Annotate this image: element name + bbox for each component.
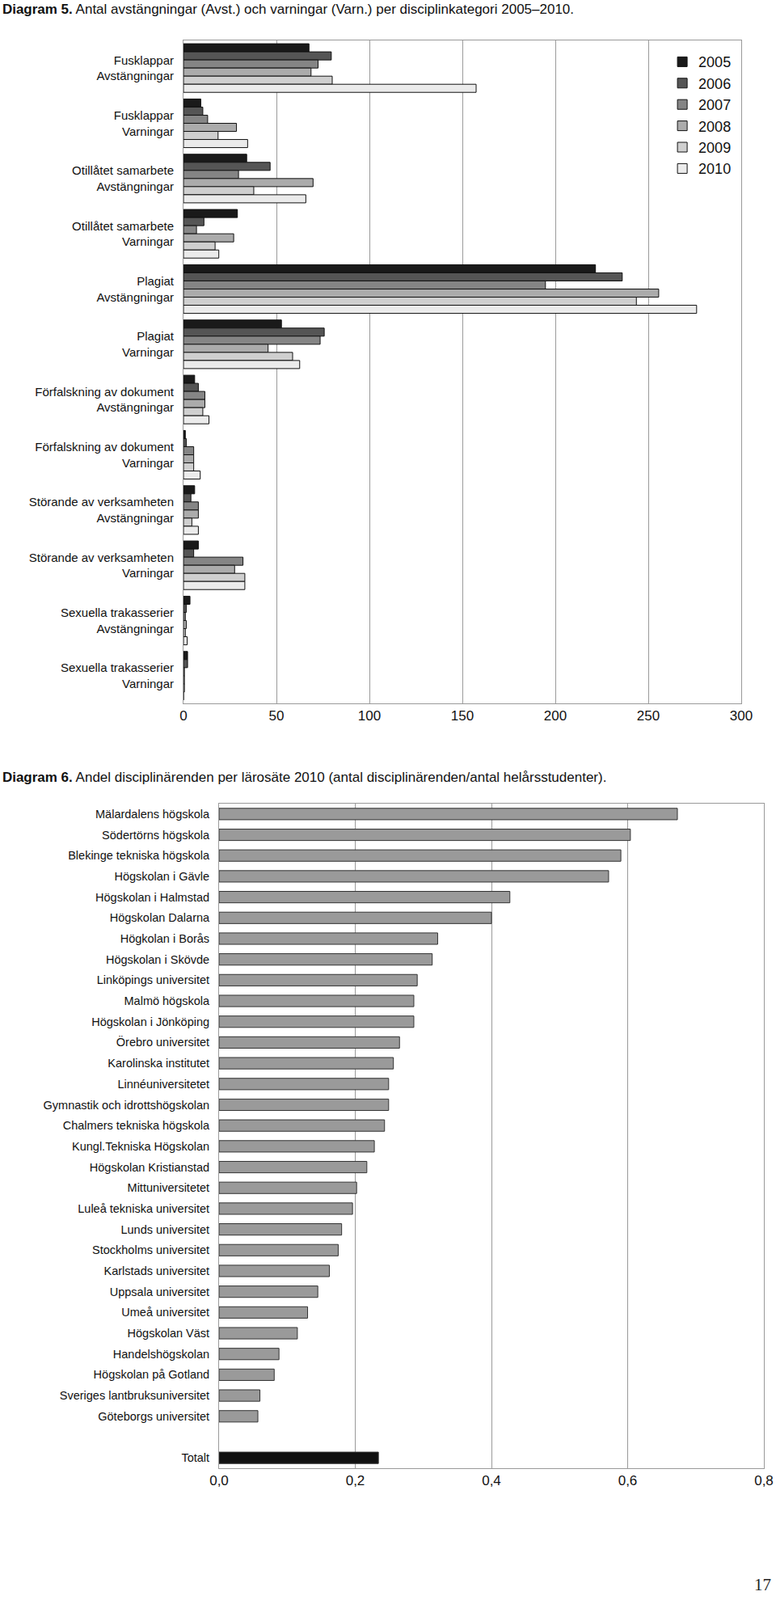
svg-text:Högskolan Kristianstad: Högskolan Kristianstad [89, 1160, 210, 1174]
svg-text:Karolinska institutet: Karolinska institutet [107, 1056, 210, 1070]
svg-text:Luleå tekniska universitet: Luleå tekniska universitet [77, 1201, 210, 1215]
svg-text:Linnéuniversitetet: Linnéuniversitetet [117, 1077, 210, 1091]
svg-text:0,2: 0,2 [345, 1472, 366, 1489]
svg-text:Sexuella trakasserierAvstängni: Sexuella trakasserierAvstängningar [60, 605, 174, 636]
svg-text:2005: 2005 [698, 54, 731, 71]
svg-text:Totalt: Totalt [181, 1450, 210, 1464]
svg-text:Gymnastik och idrottshögskolan: Gymnastik och idrottshögskolan [43, 1098, 211, 1112]
svg-text:2010: 2010 [698, 160, 731, 178]
svg-text:200: 200 [544, 708, 567, 724]
svg-text:Störande av verksamhetenVarnin: Störande av verksamhetenVarningar [29, 550, 174, 581]
svg-text:PlagiatAvstängningar: PlagiatAvstängningar [96, 274, 174, 304]
svg-text:Blekinge tekniska högskola: Blekinge tekniska högskola [67, 848, 211, 862]
svg-text:Örebro universitet: Örebro universitet [116, 1034, 210, 1049]
svg-text:Lunds universitet: Lunds universitet [120, 1223, 210, 1236]
svg-text:Högskolan i Halmstad: Högskolan i Halmstad [95, 890, 210, 904]
svg-text:Otillåtet samarbeteAvstängning: Otillåtet samarbeteAvstängningar [71, 163, 174, 194]
svg-text:Handelshögskolan: Handelshögskolan [113, 1347, 210, 1361]
svg-text:Sveriges lantbruksuniversitet: Sveriges lantbruksuniversitet [59, 1388, 210, 1402]
svg-text:0,4: 0,4 [481, 1472, 502, 1489]
svg-text:2009: 2009 [698, 139, 731, 157]
svg-text:Mälardalens högskola: Mälardalens högskola [95, 807, 211, 821]
svg-text:Kungl.Tekniska Högskolan: Kungl.Tekniska Högskolan [71, 1139, 210, 1153]
svg-text:150: 150 [451, 708, 474, 724]
svg-text:250: 250 [636, 708, 660, 724]
svg-text:0,0: 0,0 [209, 1472, 229, 1489]
svg-text:Göteborgs universitet: Göteborgs universitet [97, 1409, 210, 1423]
svg-text:PlagiatVarningar: PlagiatVarningar [122, 328, 175, 359]
svg-text:2006: 2006 [698, 75, 731, 93]
svg-text:Högskolan på Gotland: Högskolan på Gotland [93, 1367, 211, 1381]
svg-text:Mittuniversitetet: Mittuniversitetet [127, 1180, 211, 1194]
svg-text:Chalmers tekniska högskola: Chalmers tekniska högskola [63, 1118, 211, 1132]
svg-text:2008: 2008 [698, 118, 731, 135]
svg-text:Malmö högskola: Malmö högskola [124, 994, 211, 1008]
svg-text:Störande av verksamhetenAvstän: Störande av verksamhetenAvstängningar [29, 494, 174, 525]
svg-text:Högskolan i Skövde: Högskolan i Skövde [105, 953, 210, 966]
svg-text:2007: 2007 [698, 97, 731, 114]
svg-text:Umeå universitet: Umeå universitet [121, 1305, 210, 1319]
svg-text:Stockholms universitet: Stockholms universitet [92, 1243, 210, 1257]
svg-text:0,6: 0,6 [618, 1472, 638, 1489]
svg-text:Otillåtet samarbeteVarningar: Otillåtet samarbeteVarningar [71, 219, 174, 249]
svg-text:Förfalskning av dokumentVarnin: Förfalskning av dokumentVarningar [34, 439, 175, 470]
svg-text:Uppsala universitet: Uppsala universitet [109, 1285, 210, 1299]
svg-text:Högkolan i Borås: Högkolan i Borås [120, 932, 210, 945]
svg-text:Högskolan Dalarna: Högskolan Dalarna [109, 910, 211, 924]
svg-text:Högskolan Väst: Högskolan Väst [127, 1326, 211, 1340]
svg-text:Högskolan i Jönköping: Högskolan i Jönköping [91, 1015, 210, 1029]
svg-text:Diagram 6. Andel disciplinären: Diagram 6. Andel disciplinärenden per lä… [2, 769, 608, 785]
svg-text:Karlstads universitet: Karlstads universitet [104, 1264, 211, 1278]
svg-text:Diagram 5. Antal avstängningar: Diagram 5. Antal avstängningar (Avst.) o… [2, 1, 574, 17]
svg-text:0: 0 [179, 708, 187, 724]
svg-text:FusklapparVarningar: FusklapparVarningar [113, 108, 174, 139]
svg-text:Sexuella trakasserierVarningar: Sexuella trakasserierVarningar [60, 660, 174, 691]
svg-text:0,8: 0,8 [754, 1472, 774, 1489]
svg-text:100: 100 [358, 708, 381, 724]
svg-text:Högskolan i Gävle: Högskolan i Gävle [113, 869, 210, 883]
svg-text:300: 300 [729, 708, 753, 724]
svg-text:FusklapparAvstängningar: FusklapparAvstängningar [96, 53, 174, 84]
svg-text:Förfalskning av dokumentAvstän: Förfalskning av dokumentAvstängningar [34, 384, 175, 415]
svg-text:Linköpings universitet: Linköpings universitet [97, 973, 210, 987]
svg-text:50: 50 [269, 708, 285, 724]
svg-text:Södertörns högskola: Södertörns högskola [101, 828, 211, 842]
html-text:17: 17 [754, 1574, 772, 1595]
